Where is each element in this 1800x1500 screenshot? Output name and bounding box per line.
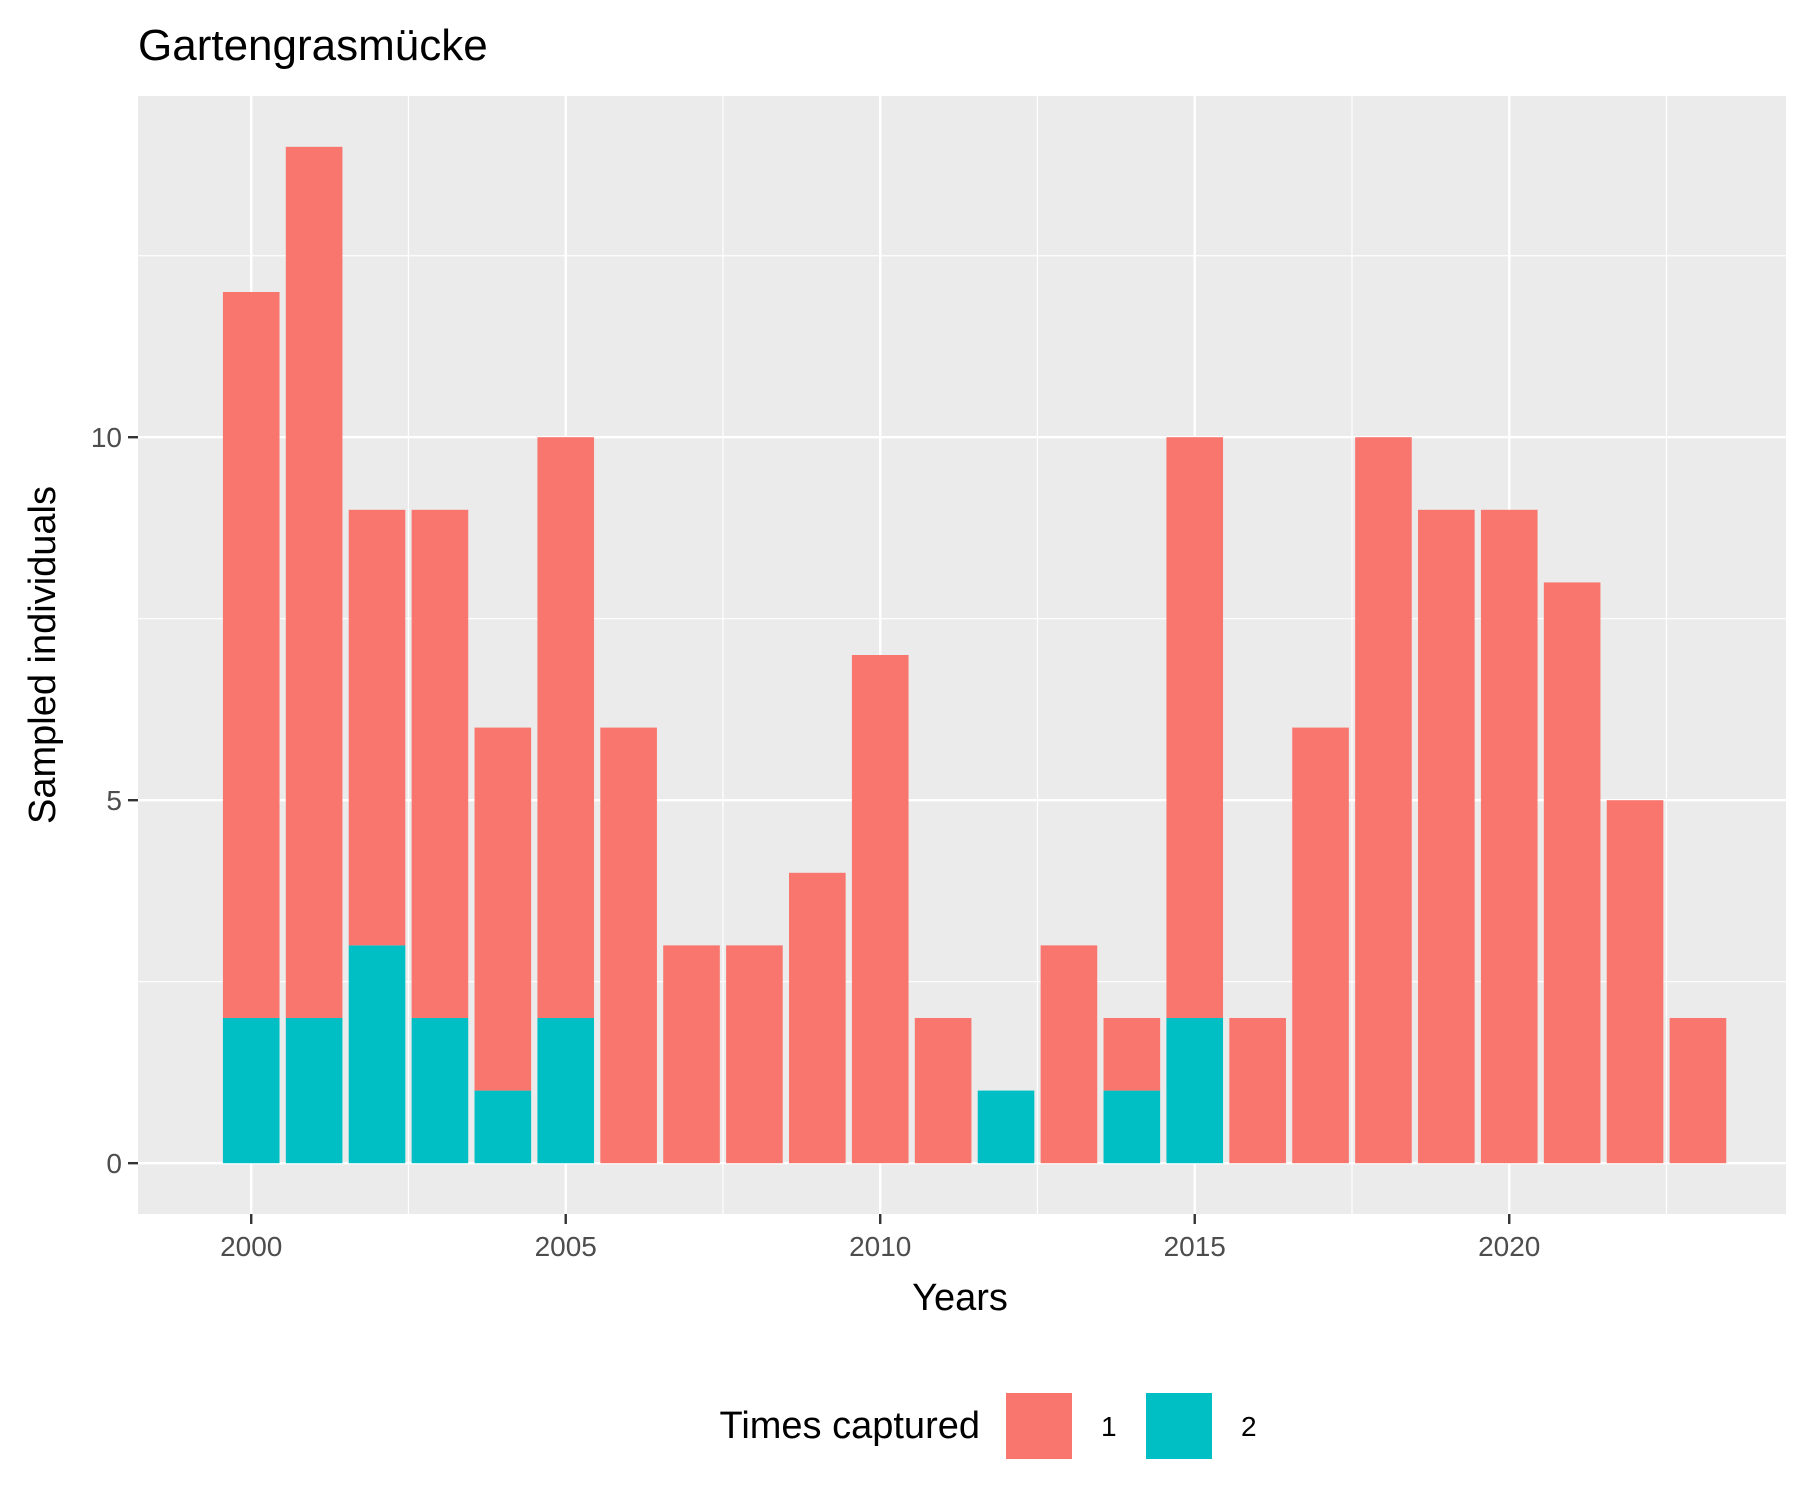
bar-2019-captured-1 (1418, 509, 1475, 1164)
bar-2014-captured-2 (1103, 1090, 1161, 1164)
bar-2003-captured-1 (411, 509, 469, 1018)
bar-2018-captured-1 (1355, 437, 1412, 1164)
bar-2004-captured-1 (474, 727, 532, 1091)
bar-2020-captured-1 (1480, 509, 1538, 1164)
x-tick-label: 2005 (535, 1231, 597, 1262)
bar-2005-captured-2 (537, 1017, 595, 1164)
y-tick-label: 0 (106, 1148, 122, 1179)
bar-2008-captured-1 (726, 945, 783, 1164)
bar-2009-captured-1 (789, 872, 846, 1164)
bar-2010-captured-1 (851, 655, 909, 1164)
x-tick-label: 2020 (1478, 1231, 1540, 1262)
bar-2014-captured-1 (1103, 1017, 1161, 1091)
legend-key-1 (1004, 1391, 1074, 1461)
bar-2002-captured-2 (348, 945, 406, 1164)
bar-2017-captured-1 (1292, 727, 1349, 1164)
bar-2000-captured-1 (222, 292, 280, 1018)
bar-2004-captured-2 (474, 1090, 532, 1164)
bar-2022-captured-1 (1606, 800, 1664, 1164)
bar-2006-captured-1 (600, 727, 657, 1164)
bar-2007-captured-1 (663, 945, 720, 1164)
x-tick-label: 2000 (220, 1231, 282, 1262)
bar-2021-captured-1 (1543, 582, 1601, 1164)
legend: Times captured 1 2 (720, 1391, 1257, 1461)
bar-2016-captured-1 (1229, 1017, 1286, 1164)
bar-2003-captured-2 (411, 1017, 469, 1164)
y-tick-label: 10 (91, 422, 122, 453)
chart-title: Gartengrasmücke (138, 21, 488, 70)
legend-label-2: 2 (1241, 1411, 1257, 1442)
bars (222, 146, 1727, 1164)
legend-label-1: 1 (1101, 1411, 1117, 1442)
bar-2023-captured-1 (1669, 1017, 1727, 1164)
bar-2011-captured-1 (914, 1017, 972, 1164)
bar-2013-captured-1 (1040, 945, 1098, 1164)
legend-title: Times captured (720, 1405, 980, 1447)
bar-2015-captured-1 (1166, 437, 1224, 1018)
x-tick-label: 2015 (1164, 1231, 1226, 1262)
bar-2015-captured-2 (1166, 1017, 1224, 1164)
x-tick-label: 2010 (849, 1231, 911, 1262)
axes: 0 5 10 2000 2005 2010 2015 2020 (91, 422, 1541, 1262)
bar-2000-captured-2 (222, 1017, 280, 1164)
bar-2002-captured-1 (348, 509, 406, 946)
bar-2001-captured-1 (285, 146, 343, 1018)
bar-2001-captured-2 (285, 1017, 343, 1164)
y-axis-title: Sampled individuals (22, 486, 64, 824)
bar-2012-captured-2 (977, 1090, 1035, 1164)
y-tick-label: 5 (106, 785, 122, 816)
bar-2005-captured-1 (537, 437, 595, 1018)
legend-key-2 (1144, 1391, 1214, 1461)
x-axis-title: Years (912, 1277, 1008, 1319)
